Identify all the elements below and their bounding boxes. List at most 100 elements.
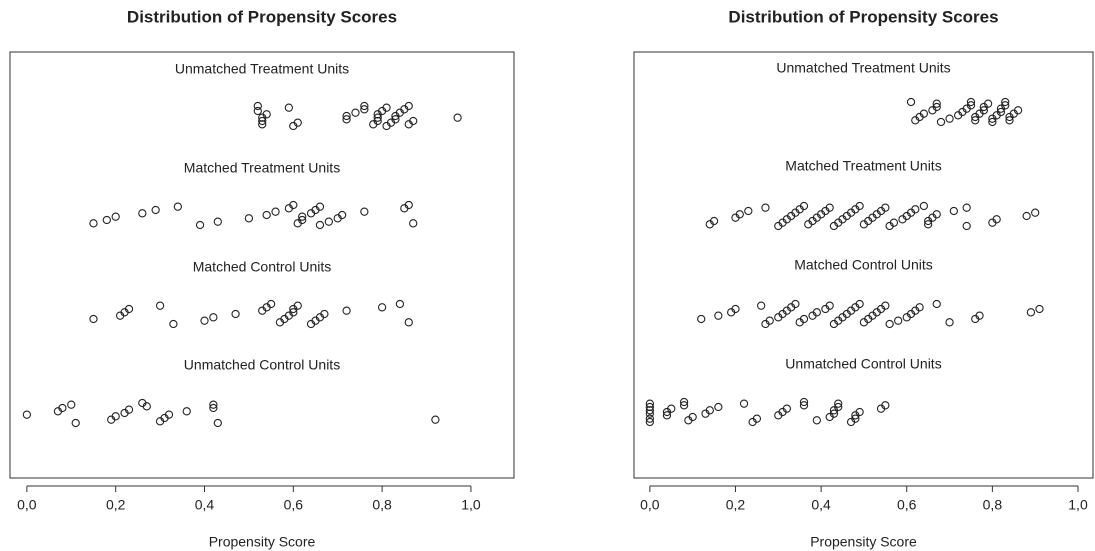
point <box>253 101 262 111</box>
point <box>757 301 766 310</box>
point <box>22 410 32 419</box>
point <box>962 221 971 231</box>
point <box>679 397 689 407</box>
group-label: Matched Treatment Units <box>184 160 340 176</box>
x-tick-label: 0,8 <box>372 497 392 513</box>
point <box>761 203 770 212</box>
x-tick-label: 1,0 <box>1068 497 1088 513</box>
point <box>829 409 839 418</box>
point <box>667 404 676 413</box>
point <box>169 319 178 329</box>
point <box>975 311 984 320</box>
group-label: Matched Control Units <box>794 257 933 273</box>
point <box>679 401 689 410</box>
point <box>262 110 271 119</box>
x-tick-label: 0,4 <box>195 497 215 513</box>
plot-frame <box>9 51 515 479</box>
point <box>404 318 413 327</box>
point <box>799 397 809 407</box>
point <box>932 102 941 112</box>
group-label: Matched Treatment Units <box>785 158 941 174</box>
point <box>714 311 723 320</box>
plot-frame <box>633 51 1094 479</box>
chart-title: Distribution of Propensity Scores <box>728 7 998 26</box>
point <box>342 111 351 121</box>
point <box>782 404 792 413</box>
point <box>919 201 929 211</box>
point <box>645 402 654 412</box>
point <box>752 414 762 423</box>
point <box>338 210 347 220</box>
point <box>253 106 262 116</box>
point <box>662 411 672 420</box>
point <box>739 399 749 408</box>
point <box>744 206 753 216</box>
point <box>966 97 976 107</box>
point <box>889 218 899 227</box>
point <box>266 299 276 309</box>
point <box>262 210 271 220</box>
point <box>697 314 706 324</box>
point <box>151 205 160 215</box>
x-tick-label: 0,0 <box>640 497 660 513</box>
x-tick-label: 0,6 <box>284 497 304 513</box>
point <box>404 101 413 111</box>
point <box>799 314 809 324</box>
point <box>924 220 933 229</box>
x-axis-label: Propensity Score <box>810 534 917 550</box>
point <box>124 405 134 414</box>
point <box>71 418 80 428</box>
point <box>1005 116 1014 125</box>
point <box>111 212 120 221</box>
point <box>881 301 890 310</box>
point <box>932 299 941 309</box>
point <box>164 410 174 419</box>
point <box>342 115 351 124</box>
point <box>966 101 976 110</box>
point <box>812 308 821 317</box>
point <box>983 99 993 108</box>
point <box>195 220 205 230</box>
point <box>825 203 834 212</box>
point <box>138 209 147 218</box>
point <box>709 216 719 226</box>
point <box>293 118 302 127</box>
point <box>315 220 325 230</box>
point <box>645 399 654 408</box>
point <box>881 203 890 212</box>
point <box>799 401 809 410</box>
x-tick-label: 0,8 <box>983 497 1003 513</box>
point <box>124 304 134 314</box>
point <box>377 303 387 312</box>
point <box>67 400 76 409</box>
point <box>979 106 988 115</box>
point <box>289 200 298 210</box>
point <box>258 116 267 126</box>
point <box>209 403 218 413</box>
point <box>373 113 382 122</box>
x-tick-label: 0,6 <box>897 497 917 513</box>
point <box>825 301 834 310</box>
point <box>89 219 98 228</box>
point <box>231 309 240 319</box>
point <box>58 403 67 413</box>
point <box>213 418 222 428</box>
x-tick-label: 0,2 <box>726 497 746 513</box>
point <box>945 114 954 123</box>
x-tick-label: 1,0 <box>461 497 481 513</box>
point <box>855 299 864 309</box>
point <box>315 202 325 211</box>
point <box>988 117 997 127</box>
point <box>209 313 218 322</box>
point <box>932 210 941 219</box>
point <box>705 406 714 415</box>
point <box>1001 101 1010 110</box>
point <box>881 401 890 410</box>
group-label: Unmatched Treatment Units <box>175 61 349 77</box>
point <box>404 200 413 210</box>
point <box>453 113 462 122</box>
point <box>971 116 980 125</box>
point <box>894 316 903 325</box>
group-label: Unmatched Control Units <box>785 356 941 372</box>
